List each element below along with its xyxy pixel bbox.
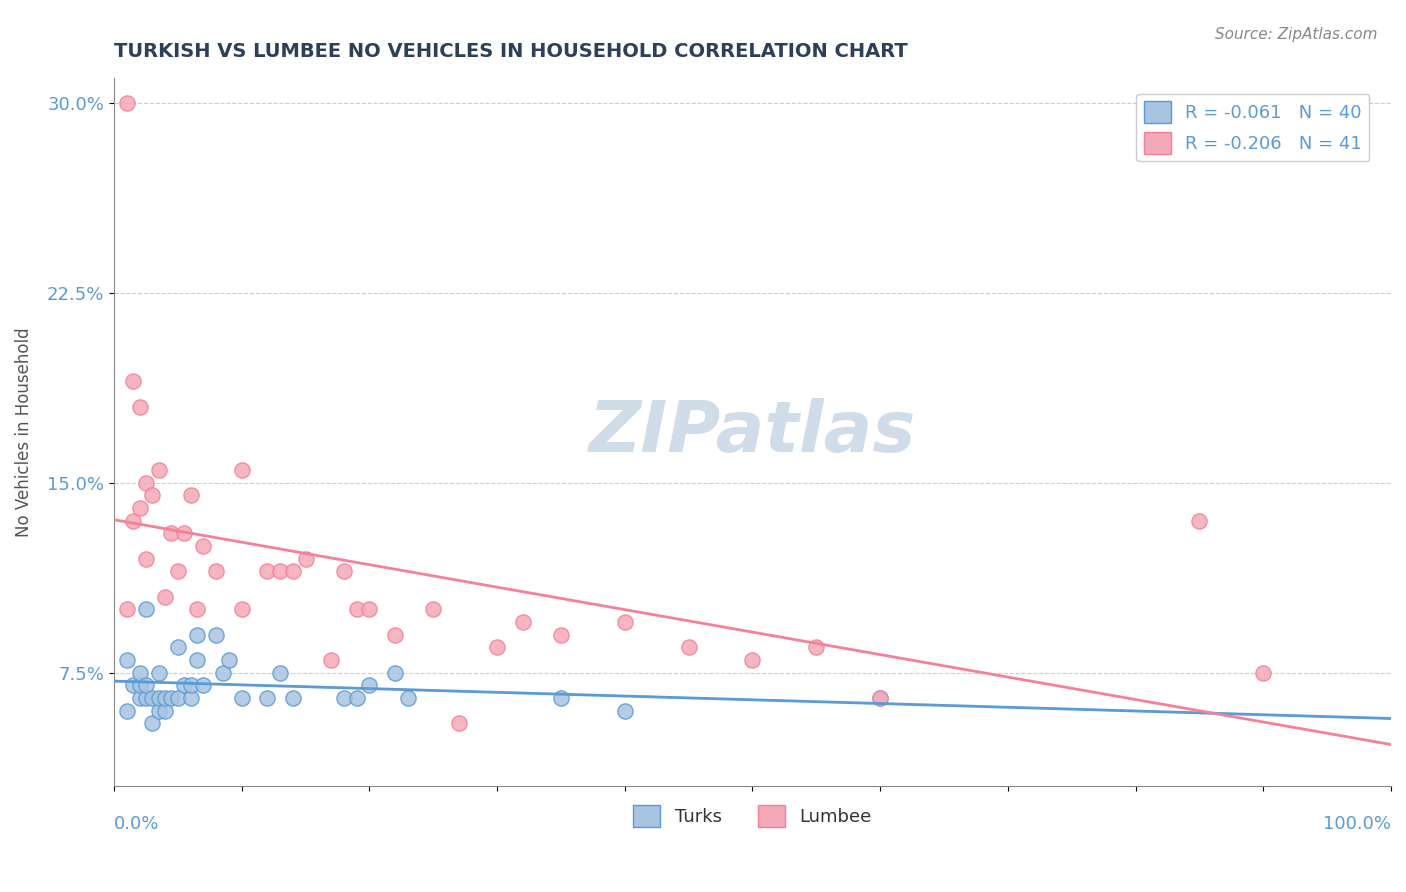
- Point: [550, 627, 572, 641]
- Point: [422, 602, 444, 616]
- Point: [613, 615, 636, 629]
- Point: [153, 704, 176, 718]
- Point: [218, 653, 240, 667]
- Point: [346, 690, 368, 705]
- Point: [512, 615, 534, 629]
- Point: [128, 400, 150, 414]
- Point: [141, 488, 163, 502]
- Point: [613, 704, 636, 718]
- Point: [281, 564, 304, 578]
- Point: [486, 640, 509, 655]
- Point: [173, 526, 195, 541]
- Point: [741, 653, 763, 667]
- Point: [135, 678, 157, 692]
- Point: [128, 500, 150, 515]
- Point: [1188, 514, 1211, 528]
- Point: [294, 551, 316, 566]
- Point: [180, 690, 202, 705]
- Point: [806, 640, 828, 655]
- Point: [256, 690, 278, 705]
- Point: [193, 539, 215, 553]
- Point: [269, 564, 291, 578]
- Point: [115, 602, 138, 616]
- Legend: Turks, Lumbee: Turks, Lumbee: [626, 797, 879, 834]
- Point: [148, 690, 170, 705]
- Point: [205, 627, 228, 641]
- Point: [186, 653, 208, 667]
- Point: [205, 564, 228, 578]
- Point: [447, 716, 470, 731]
- Point: [148, 665, 170, 680]
- Point: [135, 475, 157, 490]
- Point: [115, 95, 138, 110]
- Point: [128, 678, 150, 692]
- Point: [186, 602, 208, 616]
- Point: [166, 640, 188, 655]
- Point: [128, 665, 150, 680]
- Text: Source: ZipAtlas.com: Source: ZipAtlas.com: [1215, 27, 1378, 42]
- Point: [678, 640, 700, 655]
- Point: [359, 602, 381, 616]
- Point: [384, 627, 406, 641]
- Point: [180, 488, 202, 502]
- Point: [1253, 665, 1275, 680]
- Point: [141, 690, 163, 705]
- Point: [269, 665, 291, 680]
- Point: [135, 690, 157, 705]
- Point: [160, 690, 183, 705]
- Point: [281, 690, 304, 705]
- Point: [231, 463, 253, 477]
- Point: [186, 627, 208, 641]
- Point: [396, 690, 419, 705]
- Y-axis label: No Vehicles in Household: No Vehicles in Household: [15, 327, 32, 537]
- Point: [122, 514, 145, 528]
- Point: [153, 590, 176, 604]
- Point: [550, 690, 572, 705]
- Point: [256, 564, 278, 578]
- Point: [122, 678, 145, 692]
- Point: [346, 602, 368, 616]
- Point: [359, 678, 381, 692]
- Point: [173, 678, 195, 692]
- Point: [869, 690, 891, 705]
- Point: [115, 704, 138, 718]
- Point: [211, 665, 233, 680]
- Point: [384, 665, 406, 680]
- Point: [333, 564, 356, 578]
- Text: 0.0%: 0.0%: [114, 814, 159, 833]
- Point: [135, 551, 157, 566]
- Text: 100.0%: 100.0%: [1323, 814, 1391, 833]
- Point: [166, 690, 188, 705]
- Text: TURKISH VS LUMBEE NO VEHICLES IN HOUSEHOLD CORRELATION CHART: TURKISH VS LUMBEE NO VEHICLES IN HOUSEHO…: [114, 42, 908, 61]
- Text: ZIPatlas: ZIPatlas: [589, 398, 917, 467]
- Point: [231, 690, 253, 705]
- Point: [141, 716, 163, 731]
- Point: [869, 690, 891, 705]
- Point: [333, 690, 356, 705]
- Point: [148, 463, 170, 477]
- Point: [319, 653, 342, 667]
- Point: [115, 653, 138, 667]
- Point: [122, 375, 145, 389]
- Point: [135, 602, 157, 616]
- Point: [166, 564, 188, 578]
- Point: [180, 678, 202, 692]
- Point: [148, 704, 170, 718]
- Point: [153, 690, 176, 705]
- Point: [193, 678, 215, 692]
- Point: [231, 602, 253, 616]
- Point: [160, 526, 183, 541]
- Point: [128, 690, 150, 705]
